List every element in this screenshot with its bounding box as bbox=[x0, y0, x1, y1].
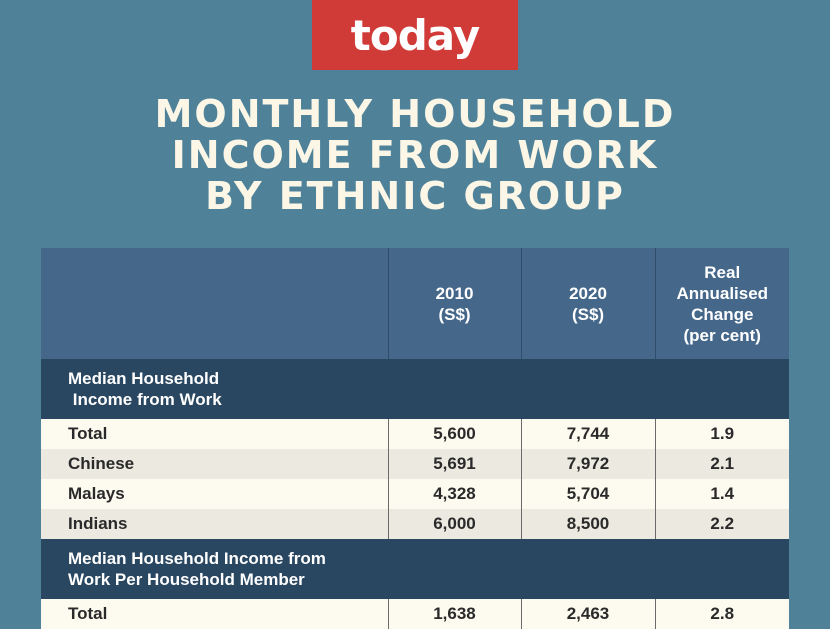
title-line: INCOME FROM WORK bbox=[171, 133, 659, 177]
row-label: Malays bbox=[41, 479, 388, 509]
row-label: Chinese bbox=[41, 449, 388, 479]
cell-value: 5,704 bbox=[520, 479, 655, 509]
table-row: Total 1,638 2,463 2.8 bbox=[41, 599, 789, 629]
table-row: Malays 4,328 5,704 1.4 bbox=[41, 479, 789, 509]
cell-value: 2,463 bbox=[520, 599, 655, 629]
cell-value: 5,691 bbox=[387, 449, 521, 479]
cell-value: 2.1 bbox=[654, 449, 789, 479]
header-change: Real Annualised Change (per cent) bbox=[654, 248, 789, 359]
header-2010: 2010 (S$) bbox=[387, 248, 521, 359]
cell-value: 7,744 bbox=[520, 419, 655, 449]
today-logo: today bbox=[312, 0, 518, 70]
cell-value: 1,638 bbox=[387, 599, 521, 629]
cell-value: 5,600 bbox=[387, 419, 521, 449]
cell-value: 2.2 bbox=[654, 509, 789, 539]
section-row: Median Household Income from Work Per Hou… bbox=[41, 539, 789, 599]
table-row: Chinese 5,691 7,972 2.1 bbox=[41, 449, 789, 479]
row-label: Total bbox=[41, 599, 388, 629]
section-row: Median Household Income from Work bbox=[41, 359, 789, 419]
header-row: 2010 (S$) 2020 (S$) Real Annualised Change (p… bbox=[41, 248, 789, 359]
title-line: BY ETHNIC GROUP bbox=[205, 174, 625, 218]
header-blank bbox=[41, 248, 388, 359]
cell-value: 1.4 bbox=[654, 479, 789, 509]
cell-value: 6,000 bbox=[387, 509, 521, 539]
title-line: MONTHLY HOUSEHOLD bbox=[154, 92, 676, 136]
cell-value: 7,972 bbox=[520, 449, 655, 479]
header-2020: 2020 (S$) bbox=[520, 248, 655, 359]
cell-value: 4,328 bbox=[387, 479, 521, 509]
cell-value: 1.9 bbox=[654, 419, 789, 449]
cell-value: 8,500 bbox=[520, 509, 655, 539]
table-row: Indians 6,000 8,500 2.2 bbox=[41, 509, 789, 539]
section-label: Median Household Income from Work bbox=[41, 359, 789, 419]
income-table: 2010 (S$) 2020 (S$) Real Annualised Change (p… bbox=[41, 248, 789, 629]
table-row: Total 5,600 7,744 1.9 bbox=[41, 419, 789, 449]
row-label: Total bbox=[41, 419, 388, 449]
section-label: Median Household Income from Work Per Hou… bbox=[41, 539, 789, 599]
cell-value: 2.8 bbox=[654, 599, 789, 629]
page-title: MONTHLY HOUSEHOLD INCOME FROM WORK BY ET… bbox=[0, 94, 830, 217]
row-label: Indians bbox=[41, 509, 388, 539]
